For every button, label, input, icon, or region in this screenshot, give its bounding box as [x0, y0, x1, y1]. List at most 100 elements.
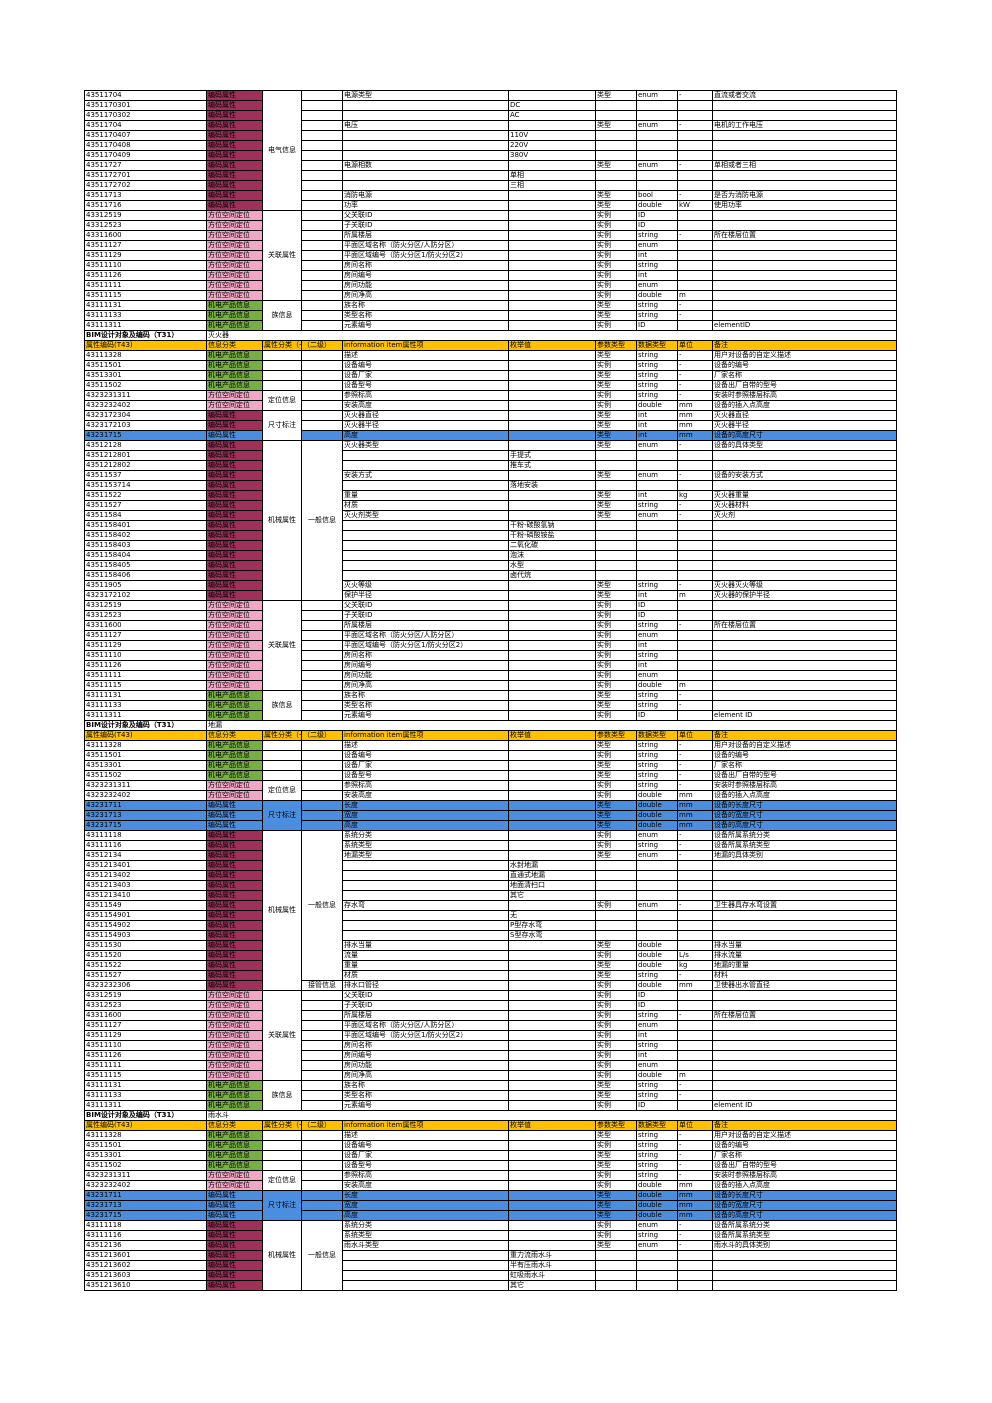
info-item-cell: 功率: [342, 200, 509, 211]
attr-class-l1-cell: 关联属性: [262, 600, 302, 691]
info-category-cell: 编码属性: [206, 970, 263, 981]
info-category-cell: 机电产品信息: [206, 760, 263, 771]
info-category-cell: 编码属性: [206, 960, 263, 971]
data-type-cell: int: [636, 430, 678, 441]
attr-code-cell: 4351213402: [84, 870, 207, 881]
info-category-cell: 方位空间定位: [206, 1060, 263, 1071]
param-type-cell: [595, 110, 637, 121]
table-row: 43111131 机电产品信息 族信息 族名称 类型 string -: [84, 690, 897, 721]
enum-value-cell: [508, 410, 596, 421]
table-row: 4351158401 编码属性 干粉-碳酸氢钠: [84, 520, 897, 531]
remark-cell: [712, 990, 897, 1001]
info-item-cell: 参照标高: [342, 390, 509, 401]
remark-cell: [712, 890, 897, 901]
unit-cell: mm: [677, 400, 713, 411]
param-type-cell: 实例: [595, 1070, 637, 1081]
unit-cell: [677, 520, 713, 531]
info-category-cell: 编码属性: [206, 1190, 263, 1201]
remark-cell: 直流或者交流: [712, 90, 897, 101]
remark-cell: 灭火器直径: [712, 410, 897, 421]
enum-value-cell: 220V: [508, 140, 596, 151]
info-category-cell: 编码属性: [206, 530, 263, 541]
info-item-cell: 房间功能: [342, 670, 509, 681]
info-item-cell: 元素编号: [342, 710, 509, 721]
data-type-cell: string: [636, 780, 678, 791]
info-category-cell: 编码属性: [206, 150, 263, 161]
info-category-cell: 方位空间定位: [206, 280, 263, 291]
data-type-cell: string: [636, 580, 678, 591]
data-type-cell: string: [636, 300, 678, 311]
table-row: 43111328 机电产品信息 描述 类型 string - 用户对设备的自定义描述: [84, 1130, 897, 1141]
param-type-cell: [595, 1270, 637, 1281]
attr-code-cell: 43511527: [84, 500, 207, 511]
unit-cell: [677, 1060, 713, 1071]
param-type-cell: [595, 180, 637, 191]
info-item-cell: 重量: [342, 960, 509, 971]
param-type-cell: 实例: [595, 250, 637, 261]
attr-code-cell: 43312523: [84, 610, 207, 621]
table-row: 43312523 方位空间定位 子关联ID 实例 ID: [84, 1000, 897, 1011]
table-row: 4351154901 编码属性 无: [84, 910, 897, 921]
attr-code-cell: 43311600: [84, 230, 207, 241]
unit-cell: -: [677, 690, 713, 701]
table-row: 43231715 编码属性 高度 类型 double mm 设备的高度尺寸: [84, 1210, 897, 1221]
column-header: information item属性项: [342, 340, 509, 351]
info-item-cell: 平面区域编号（防火分区1/防火分区2）: [342, 640, 509, 651]
unit-cell: m: [677, 290, 713, 301]
attr-code-cell: 43511704: [84, 120, 207, 131]
info-item-cell: 设备编号: [342, 1140, 509, 1151]
column-header: 参数类型: [595, 730, 637, 741]
attr-class-l2-cell: [301, 640, 343, 651]
table-row: 4351158403 编码属性 二氧化碳: [84, 540, 897, 551]
unit-cell: -: [677, 1220, 713, 1231]
attr-class-l2-cell: [301, 990, 343, 1001]
remark-cell: 设备的高度尺寸: [712, 430, 897, 441]
unit-cell: mm: [677, 1190, 713, 1201]
unit-cell: -: [677, 580, 713, 591]
table-row: 43511501 机电产品信息 设备编号 实例 string - 设备的编号: [84, 750, 897, 761]
attr-code-cell: 4351213601: [84, 1250, 207, 1261]
table-row: 43311600 方位空间定位 所属楼层 实例 string - 所在楼层位置: [84, 230, 897, 241]
param-type-cell: 实例: [595, 1000, 637, 1011]
enum-value-cell: 单相: [508, 170, 596, 181]
attr-class-l2-cell: [301, 110, 343, 121]
enum-value-cell: [508, 1020, 596, 1031]
enum-value-cell: [508, 270, 596, 281]
enum-value-cell: [508, 900, 596, 911]
table-row: 43512134 编码属性 地漏类型 类型 enum - 地漏的具体类别: [84, 850, 897, 861]
unit-cell: -: [677, 470, 713, 481]
info-item-cell: [342, 480, 509, 491]
attr-class-l2-cell: [301, 320, 343, 331]
enum-value-cell: [508, 770, 596, 781]
data-type-cell: enum: [636, 160, 678, 171]
table-row: 43111328 机电产品信息 描述 类型 string - 用户对设备的自定义描述: [84, 740, 897, 751]
data-type-cell: enum: [636, 1220, 678, 1231]
column-header: information item属性项: [342, 730, 509, 741]
section-label: BIM设计对象及编码（T31）: [84, 720, 207, 731]
info-item-cell: 灭火器类型: [342, 440, 509, 451]
remark-cell: [712, 290, 897, 301]
section-name: 地漏: [206, 720, 897, 731]
enum-value-cell: 虹吸雨水斗: [508, 1270, 596, 1281]
enum-value-cell: [508, 1100, 596, 1111]
param-type-cell: 实例: [595, 1060, 637, 1071]
attr-code-cell: 43312523: [84, 1000, 207, 1011]
info-category-cell: 编码属性: [206, 800, 263, 811]
param-type-cell: 类型: [595, 300, 637, 311]
attr-code-cell: 4323232402: [84, 790, 207, 801]
info-item-cell: 设备编号: [342, 360, 509, 371]
unit-cell: -: [677, 230, 713, 241]
info-category-cell: 机电产品信息: [206, 1090, 263, 1101]
param-type-cell: 类型: [595, 1080, 637, 1091]
attr-code-cell: 4323231311: [84, 1170, 207, 1181]
table-row: 43511501 机电产品信息 设备编号 实例 string - 设备的编号: [84, 1140, 897, 1151]
attr-class-l2-cell: 一般信息: [301, 1220, 343, 1291]
attr-code-cell: 43312519: [84, 990, 207, 1001]
enum-value-cell: [508, 420, 596, 431]
remark-cell: 卫使器出水管直径: [712, 980, 897, 991]
attr-code-cell: 4351158402: [84, 530, 207, 541]
param-type-cell: [595, 450, 637, 461]
attr-class-l2-cell: [301, 350, 343, 361]
remark-cell: [712, 1070, 897, 1081]
